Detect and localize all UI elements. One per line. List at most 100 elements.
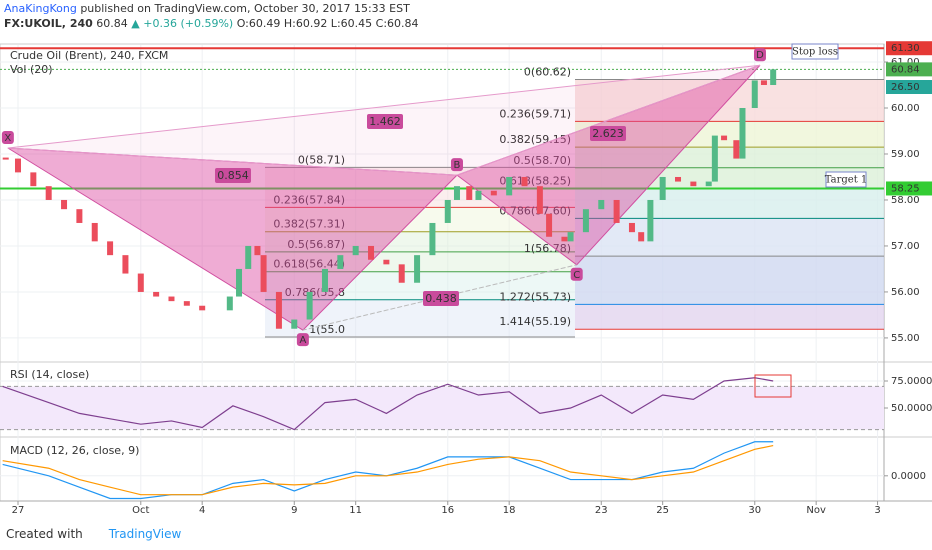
fib-band — [575, 256, 884, 305]
candle — [260, 255, 267, 292]
candle — [690, 181, 697, 187]
candle — [352, 245, 359, 256]
candle — [536, 186, 543, 214]
price-label: 61.30 — [891, 43, 920, 54]
fib-band — [575, 167, 884, 189]
pattern-point-box — [296, 333, 309, 347]
candle — [137, 273, 144, 292]
fib-label: 0.618(58.25) — [499, 174, 571, 187]
volume-label-box — [886, 80, 932, 94]
fib-label: 0(58.71) — [298, 153, 345, 166]
brand[interactable]: TradingView — [108, 527, 182, 541]
fib-label: 1(55.0 — [309, 323, 345, 336]
volume-label: 26.50 — [891, 82, 920, 93]
candle — [739, 108, 746, 159]
fib-band — [575, 218, 884, 257]
header: AnaKingKong published on TradingView.com… — [4, 1, 419, 31]
price-label-box — [886, 181, 932, 196]
price-label-box — [886, 62, 932, 77]
x-tick-label: 4 — [199, 505, 205, 516]
fib-band — [575, 147, 884, 168]
pattern-point-box — [753, 48, 766, 62]
candle — [61, 199, 68, 210]
y-tick-label: 50.0000 — [891, 403, 932, 414]
backgrounds — [0, 45, 884, 500]
candle — [546, 213, 553, 237]
pattern-point-box — [450, 158, 463, 172]
candle — [45, 186, 52, 200]
fib-band — [265, 167, 575, 208]
marks: 55.0056.0057.0058.0059.0060.0061.0075.00… — [0, 41, 932, 516]
annotation: Target 1 — [825, 175, 868, 186]
fib-band — [575, 188, 884, 219]
pattern-point-box — [1, 131, 14, 145]
candle — [760, 80, 767, 86]
x-tick-label: 30 — [748, 505, 761, 516]
pattern-point-label: C — [573, 270, 580, 281]
candle — [122, 255, 129, 274]
candle — [245, 245, 252, 269]
x-tick-label: 3 — [874, 505, 880, 516]
candle — [383, 259, 390, 265]
created-with: Created with — [6, 527, 83, 541]
pattern-point-label: A — [299, 335, 306, 346]
candle — [368, 245, 375, 260]
ratio-box — [215, 168, 251, 183]
author[interactable]: AnaKingKong — [4, 2, 77, 15]
x-tick-label: 23 — [595, 505, 608, 516]
y-tick-label: 57.00 — [891, 241, 920, 252]
volume-title: Vol (20) — [10, 63, 53, 76]
candle — [721, 135, 728, 141]
candle — [76, 209, 83, 223]
indicator-line — [2, 444, 774, 496]
candle — [168, 296, 175, 302]
candle — [107, 241, 114, 256]
candle — [444, 199, 451, 223]
ratio-label: 0.438 — [425, 292, 457, 305]
x-tick-label: 25 — [656, 505, 669, 516]
ohlc: O:60.49 H:60.92 L:60.45 C:60.84 — [236, 17, 419, 30]
candle — [306, 291, 313, 320]
y-tick-label: 58.00 — [891, 195, 920, 206]
candle — [751, 80, 758, 108]
pattern-point-label: D — [756, 50, 764, 61]
macd-title: MACD (12, 26, close, 9) — [10, 444, 139, 457]
annotation: Stop loss — [792, 47, 838, 58]
candle — [254, 245, 261, 256]
candle — [647, 199, 654, 242]
x-tick-label: 11 — [349, 505, 362, 516]
x-tick-label: 27 — [12, 505, 25, 516]
rsi-highlight — [754, 374, 792, 398]
price-label-box — [886, 41, 932, 56]
published: published on TradingView.com, October 30… — [80, 2, 410, 15]
candle — [628, 222, 635, 233]
candle — [183, 301, 190, 306]
fib-label: 0(60.62) — [524, 65, 571, 78]
pattern-point-label: B — [454, 160, 461, 171]
candle — [414, 255, 421, 283]
price-label: 60.84 — [891, 64, 920, 75]
indicator-line — [2, 377, 774, 431]
fib-label: 0.236(57.84) — [273, 193, 345, 206]
rsi-title: RSI (14, close) — [10, 368, 89, 381]
ratio-box — [423, 291, 459, 306]
candle — [153, 291, 160, 297]
pattern-point-label: X — [4, 133, 11, 144]
fib-label: 0.382(59.15) — [499, 133, 571, 146]
change: ▲ +0.36 (+0.59%) — [131, 17, 234, 30]
ratio-label: 1.462 — [369, 115, 401, 128]
candle — [613, 199, 620, 223]
candle — [598, 199, 605, 210]
fib-band — [265, 299, 575, 338]
symbol: FX:UKOIL, 240 — [4, 17, 93, 30]
fib-band — [575, 304, 884, 330]
ratio-box — [590, 126, 626, 141]
y-tick-label: 59.00 — [891, 149, 920, 160]
candle — [466, 186, 473, 200]
y-tick-label: 75.0000 — [891, 376, 932, 387]
candle — [711, 135, 718, 182]
candle — [321, 268, 328, 292]
candle — [659, 176, 666, 200]
fib-band — [265, 231, 575, 252]
